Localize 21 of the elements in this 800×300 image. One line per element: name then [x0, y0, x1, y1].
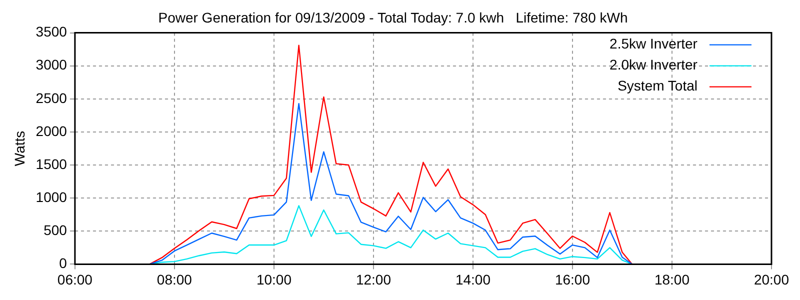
legend-label: 2.5kw Inverter: [610, 36, 698, 52]
y-tick-label: 0: [59, 255, 68, 272]
y-tick-label: 1500: [36, 156, 68, 172]
x-tick-label: 16:00: [554, 271, 590, 288]
x-tick-label: 18:00: [654, 271, 690, 288]
legend-label: System Total: [618, 78, 698, 94]
y-axis-title: Watts: [11, 130, 28, 166]
x-tick-label: 08:00: [156, 271, 192, 288]
x-tick-label: 20:00: [754, 271, 790, 288]
chart-title: Power Generation for 09/13/2009 - Total Today: 7.0 kwh Lifetime: 780 kWh: [158, 9, 628, 26]
x-tick-label: 06:00: [57, 271, 93, 288]
y-tick-label: 3000: [36, 56, 68, 73]
legend-label: 2.0kw Inverter: [610, 56, 698, 73]
y-tick-label: 2000: [36, 122, 68, 139]
x-tick-label: 12:00: [356, 271, 392, 288]
y-tick-label: 2500: [36, 90, 68, 106]
y-tick-label: 1000: [36, 188, 68, 205]
x-tick-label: 10:00: [256, 271, 292, 288]
y-tick-label: 3500: [36, 24, 68, 40]
y-tick-label: 500: [44, 222, 68, 238]
x-tick-label: 14:00: [455, 271, 491, 288]
